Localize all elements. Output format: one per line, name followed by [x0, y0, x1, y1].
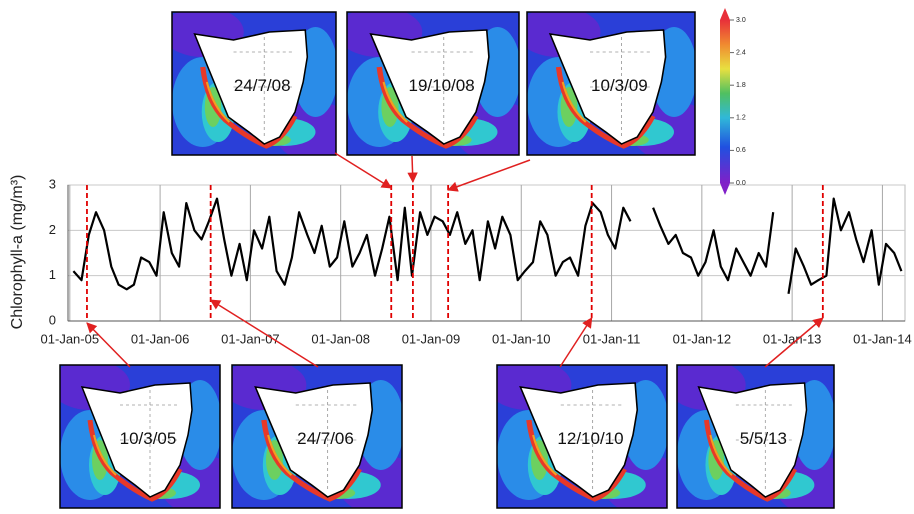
y-tick-label: 3 [49, 176, 56, 191]
x-tick-label: 01-Jan-06 [131, 331, 190, 346]
image-frame [59, 364, 221, 509]
x-tick-label: 01-Jan-10 [492, 331, 551, 346]
x-tick-label: 01-Jan-11 [583, 331, 641, 346]
x-tick-label: 01-Jan-05 [41, 331, 100, 346]
image-date-label: 5/5/13 [740, 429, 787, 448]
y-axis-label: Chlorophyll-a (mg/m³) [9, 175, 26, 330]
event-arrow [447, 159, 531, 192]
colorbar-tick-label: 2.4 [736, 49, 746, 56]
y-tick-label: 2 [49, 222, 56, 237]
colorbar-tick-label: 1.2 [736, 115, 746, 122]
image-date-label: 12/10/10 [557, 429, 623, 448]
image-date-label: 19/10/08 [409, 76, 475, 95]
image-date-label: 10/3/09 [591, 76, 648, 95]
colorbar-tick-label: 3.0 [736, 17, 746, 24]
colorbar-top [720, 8, 730, 20]
colorbar-tick-label: 1.8 [736, 82, 746, 89]
event-arrow [559, 317, 593, 368]
image-frame [496, 364, 668, 509]
y-tick-label: 0 [49, 312, 56, 327]
image-frame [676, 364, 835, 509]
x-tick-label: 01-Jan-12 [673, 331, 732, 346]
image-date-label: 10/3/05 [120, 429, 177, 448]
data-line [72, 197, 903, 294]
y-tick-label: 1 [49, 267, 56, 282]
colorbar [720, 20, 730, 183]
image-frame [231, 364, 403, 509]
x-tick-label: 01-Jan-14 [853, 331, 912, 346]
image-frame [526, 11, 696, 156]
x-tick-label: 01-Jan-07 [221, 331, 280, 346]
x-tick-label: 01-Jan-09 [402, 331, 461, 346]
event-arrow [407, 155, 418, 184]
event-arrow [334, 152, 393, 189]
event-arrow [209, 299, 319, 368]
image-frame [171, 11, 337, 156]
x-tick-label: 01-Jan-13 [763, 331, 822, 346]
colorbar-bottom [720, 183, 730, 195]
image-date-label: 24/7/06 [297, 429, 354, 448]
event-arrow [86, 322, 131, 368]
colorbar-tick-label: 0.0 [736, 180, 746, 187]
event-arrow [764, 317, 824, 368]
colorbar-tick-label: 0.6 [736, 147, 746, 154]
image-frame [346, 11, 520, 156]
plot-area [67, 184, 906, 322]
image-date-label: 24/7/08 [234, 76, 291, 95]
x-tick-label: 01-Jan-08 [311, 331, 370, 346]
